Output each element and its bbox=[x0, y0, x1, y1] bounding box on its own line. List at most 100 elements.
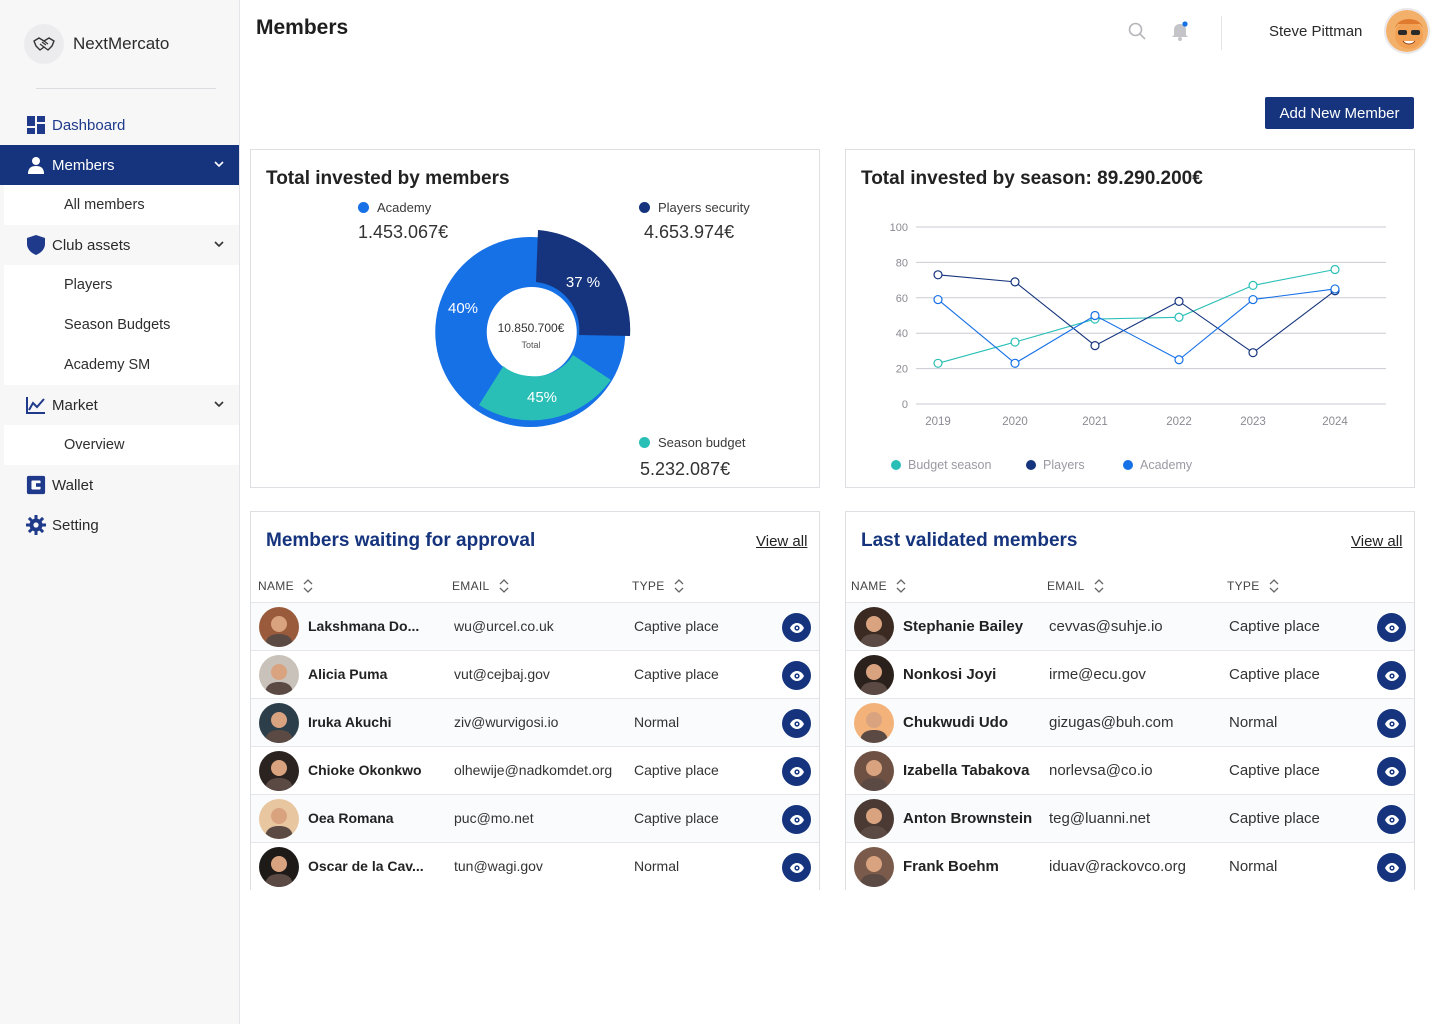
column-label: EMAIL bbox=[452, 579, 490, 593]
table-row[interactable]: Oscar de la Cav... tun@wagi.gov Normal bbox=[251, 842, 819, 890]
sidebar-item-players[interactable]: Players bbox=[4, 265, 239, 305]
table-row[interactable]: Chioke Okonkwo olhewije@nadkomdet.org Capt… bbox=[251, 746, 819, 794]
sidebar-item-dashboard[interactable]: Dashboard bbox=[0, 105, 239, 145]
member-email: puc@mo.net bbox=[454, 810, 534, 826]
view-icon[interactable] bbox=[1377, 757, 1406, 786]
avatar bbox=[259, 655, 299, 695]
member-name: Frank Boehm bbox=[903, 858, 999, 875]
column-header-type[interactable]: TYPE bbox=[1227, 578, 1280, 594]
table-row[interactable]: Anton Brownstein teg@luanni.net Captive pl… bbox=[846, 794, 1414, 842]
view-all-link[interactable]: View all bbox=[1351, 533, 1403, 550]
table-row[interactable]: Frank Boehm iduav@rackovco.org Normal bbox=[846, 842, 1414, 890]
view-icon[interactable] bbox=[1377, 853, 1406, 882]
view-icon[interactable] bbox=[1377, 805, 1406, 834]
divider bbox=[36, 88, 216, 89]
table-row[interactable]: Nonkosi Joyi irme@ecu.gov Captive place bbox=[846, 650, 1414, 698]
line-chart: 100 80 60 40 20 0 2019 2020 2021 2022 2023 2024 Budg… bbox=[890, 222, 1386, 472]
sidebar-item-season-budgets[interactable]: Season Budgets bbox=[4, 305, 239, 345]
sidebar-item-overview[interactable]: Overview bbox=[4, 425, 239, 465]
member-type: Normal bbox=[634, 858, 680, 874]
add-member-button[interactable]: Add New Member bbox=[1265, 97, 1414, 129]
legend-item-season-budget: Season budget bbox=[639, 435, 745, 450]
bell-icon[interactable] bbox=[1171, 21, 1189, 41]
member-email: wu@urcel.co.uk bbox=[454, 618, 554, 634]
handshake-icon bbox=[24, 24, 64, 64]
data-point bbox=[1248, 280, 1258, 291]
legend-value: 1.453.067€ bbox=[358, 222, 449, 242]
view-icon[interactable] bbox=[782, 757, 811, 786]
sidebar-item-label: Market bbox=[52, 396, 98, 414]
member-name: Oea Romana bbox=[308, 810, 394, 826]
chart-trend-icon bbox=[26, 395, 46, 415]
column-header-name[interactable]: NAME bbox=[258, 578, 314, 594]
view-all-link[interactable]: View all bbox=[756, 533, 808, 550]
table-row[interactable]: Iruka Akuchi ziv@wurvigosi.io Normal bbox=[251, 698, 819, 746]
table-header: NAME EMAIL TYPE bbox=[846, 574, 1414, 602]
chevron-down-icon[interactable] bbox=[213, 398, 225, 410]
search-icon[interactable] bbox=[1128, 22, 1146, 40]
donut-slice-label: 45% bbox=[527, 389, 557, 406]
view-icon[interactable] bbox=[782, 661, 811, 690]
view-icon[interactable] bbox=[1377, 613, 1406, 642]
table-row[interactable]: Oea Romana puc@mo.net Captive place bbox=[251, 794, 819, 842]
data-point bbox=[1248, 294, 1258, 305]
sidebar-item-setting[interactable]: Setting bbox=[0, 505, 239, 545]
chevron-down-icon[interactable] bbox=[213, 238, 225, 250]
column-header-type[interactable]: TYPE bbox=[632, 578, 685, 594]
table-row[interactable]: Stephanie Bailey cevvas@suhje.io Captive p… bbox=[846, 602, 1414, 650]
y-tick-label: 0 bbox=[902, 399, 908, 411]
table-row[interactable]: Lakshmana Do... wu@urcel.co.uk Captive pla… bbox=[251, 602, 819, 650]
chevron-down-icon[interactable] bbox=[213, 158, 225, 170]
view-icon[interactable] bbox=[1377, 661, 1406, 690]
avatar bbox=[854, 799, 894, 839]
data-point bbox=[933, 294, 943, 305]
card-title: Total invested by members bbox=[266, 168, 510, 189]
legend-value: 4.653.974€ bbox=[644, 222, 735, 242]
table-body: Lakshmana Do... wu@urcel.co.uk Captive pla… bbox=[251, 602, 819, 890]
member-type: Normal bbox=[1229, 858, 1278, 875]
data-point bbox=[1090, 310, 1100, 321]
avatar[interactable] bbox=[1384, 8, 1430, 54]
data-point bbox=[1174, 296, 1184, 306]
dashboard-icon bbox=[26, 115, 46, 135]
sidebar-item-all-members[interactable]: All members bbox=[4, 185, 239, 225]
view-icon[interactable] bbox=[1377, 709, 1406, 738]
column-header-name[interactable]: NAME bbox=[851, 578, 907, 594]
member-type: Captive place bbox=[634, 666, 719, 682]
user-name[interactable]: Steve Pittman bbox=[1269, 23, 1363, 40]
series-line bbox=[937, 274, 1336, 354]
sort-icon bbox=[674, 579, 684, 593]
legend-label: Season budget bbox=[658, 435, 746, 450]
brand[interactable]: NextMercato bbox=[24, 24, 169, 64]
column-header-email[interactable]: EMAIL bbox=[452, 578, 510, 594]
table-row[interactable]: Alicia Puma vut@cejbaj.gov Captive place bbox=[251, 650, 819, 698]
sidebar-item-members[interactable]: Members bbox=[0, 145, 239, 185]
avatar bbox=[854, 607, 894, 647]
column-header-email[interactable]: EMAIL bbox=[1047, 578, 1105, 594]
table-row[interactable]: Chukwudi Udo gizugas@buh.com Normal bbox=[846, 698, 1414, 746]
column-label: TYPE bbox=[1227, 579, 1260, 593]
member-type: Captive place bbox=[1229, 762, 1320, 779]
donut-hole bbox=[487, 288, 575, 376]
member-type: Captive place bbox=[1229, 618, 1320, 635]
member-name: Nonkosi Joyi bbox=[903, 666, 997, 683]
view-icon[interactable] bbox=[782, 709, 811, 738]
member-name: Anton Brownstein bbox=[903, 810, 1033, 827]
sidebar-item-market[interactable]: Market bbox=[0, 385, 239, 425]
legend-dot bbox=[1123, 460, 1133, 470]
view-icon[interactable] bbox=[782, 853, 811, 882]
member-email: cevvas@suhje.io bbox=[1049, 618, 1163, 635]
donut-center-value: 10.850.700€ bbox=[498, 321, 565, 335]
data-point bbox=[933, 270, 943, 280]
card-title: Total invested by season: 89.290.200€ bbox=[861, 168, 1203, 189]
sidebar-item-academy-sm[interactable]: Academy SM bbox=[4, 345, 239, 385]
view-icon[interactable] bbox=[782, 805, 811, 834]
sort-icon bbox=[1269, 579, 1279, 593]
sidebar-item-club-assets[interactable]: Club assets bbox=[0, 225, 239, 265]
table-row[interactable]: Izabella Tabakova norlevsa@co.io Captive p… bbox=[846, 746, 1414, 794]
avatar bbox=[259, 703, 299, 743]
view-icon[interactable] bbox=[782, 613, 811, 642]
sidebar-item-wallet[interactable]: Wallet bbox=[0, 465, 239, 505]
member-type: Normal bbox=[634, 714, 680, 730]
